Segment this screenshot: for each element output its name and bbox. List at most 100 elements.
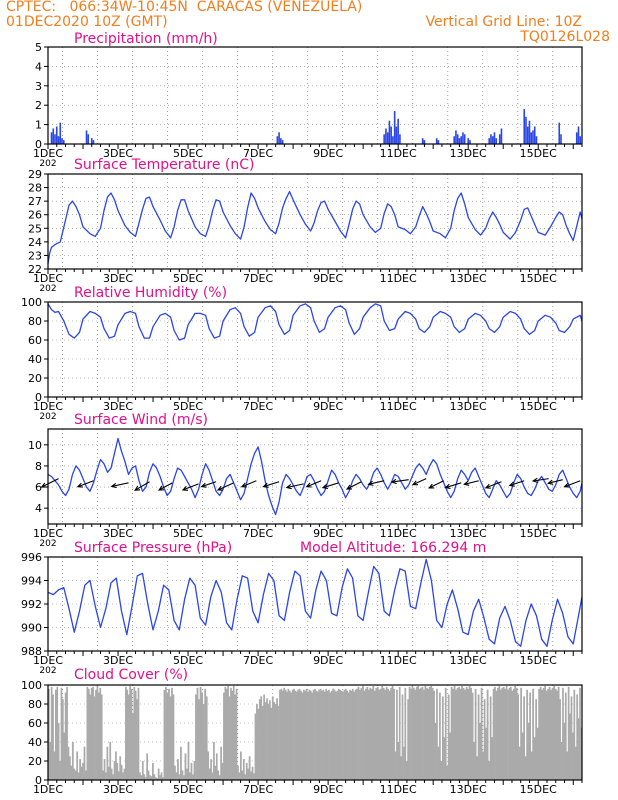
wind-vector <box>306 480 322 488</box>
precip-bar <box>532 130 534 144</box>
precip-bar <box>276 136 279 144</box>
cloud-bar <box>532 688 535 780</box>
wind-vector <box>368 480 385 485</box>
cloud-bar <box>307 691 309 780</box>
cloud-bar <box>146 753 148 780</box>
cloud-bar <box>85 770 87 780</box>
x-tick-label: 5DEC <box>173 783 203 796</box>
cloud-bar <box>232 685 235 780</box>
cloud-bar <box>492 688 495 780</box>
cloud-bar <box>143 774 146 780</box>
precip-bar <box>467 138 469 144</box>
cloud-bar <box>577 718 580 780</box>
precip-bar <box>393 111 396 144</box>
cloud-bar <box>195 694 197 780</box>
cloud-bar <box>220 746 222 780</box>
cloud-bar <box>291 689 294 780</box>
precip-bar <box>493 132 496 144</box>
y-tick-label: 40 <box>28 353 42 366</box>
cloud-bar <box>293 688 295 780</box>
cloud-bar <box>210 759 212 780</box>
cloud-bar <box>204 688 207 780</box>
wind-arrowhead <box>110 482 117 489</box>
cloud-bar <box>172 694 175 780</box>
cloud-bar <box>453 685 456 780</box>
cloud-bar <box>129 685 131 780</box>
wind-vector <box>134 481 150 491</box>
cloud-bar <box>576 694 579 780</box>
year-stub: 202 <box>39 539 56 549</box>
cloud-bar <box>241 770 244 780</box>
y-tick-label: 20 <box>28 755 42 768</box>
wind-arrowhead <box>305 482 312 488</box>
cloud-bar <box>196 687 199 780</box>
cloud-bar <box>491 737 494 780</box>
cloud-bar <box>89 694 92 780</box>
cloud-bar <box>211 772 214 780</box>
cloud-bar <box>175 772 178 780</box>
cloud-bar <box>267 704 270 780</box>
cloud-bar <box>79 759 81 780</box>
y-tick-label: 80 <box>28 315 42 328</box>
y-tick-label: 26 <box>28 209 42 222</box>
cloud-bar <box>417 685 420 780</box>
cloud-bar <box>340 690 343 780</box>
cloud-bar <box>567 686 570 780</box>
cloud-bar <box>507 689 509 780</box>
cloud-panel: 0 20 40 60 80 100 1DEC 3DEC 5DEC 7DEC 9DEC 11DEC 13D… <box>21 667 583 796</box>
wind-arrowhead <box>345 484 353 490</box>
precip-bar <box>85 130 88 144</box>
cloud-bar <box>366 686 369 780</box>
cloud-bar <box>541 689 544 780</box>
x-tick-label: 13DEC <box>450 527 487 540</box>
plot-frame <box>47 428 583 525</box>
x-tick-label: 9DEC <box>313 147 343 160</box>
cloud-bar <box>287 688 290 780</box>
cloud-bar <box>330 690 333 780</box>
year-stub: 202 <box>39 412 56 422</box>
wind-vector <box>217 482 234 491</box>
cloud-bar <box>189 772 191 780</box>
precip-bar <box>523 109 526 144</box>
cloud-bar <box>545 690 548 780</box>
cloud-bar <box>346 690 349 780</box>
cloud-bar <box>153 774 156 780</box>
cloud-bar <box>244 774 247 780</box>
cloud-bar <box>218 775 221 780</box>
cloud-bar <box>343 689 346 780</box>
cloud-bar <box>336 690 339 780</box>
cloud-bar <box>535 699 538 780</box>
grid-line-note: Vertical Grid Line: 10Z <box>425 14 582 30</box>
y-tick-label: 40 <box>28 736 42 749</box>
x-tick-label: 15DEC <box>520 654 557 667</box>
cloud-bar <box>171 687 173 780</box>
cloud-bar <box>297 689 300 780</box>
cloud-bar <box>64 692 67 780</box>
cloud-bar <box>550 689 553 780</box>
cloud-bar <box>93 696 96 780</box>
x-tick-label: 13DEC <box>450 654 487 667</box>
cloud-bar <box>428 686 431 780</box>
wind-arrowhead <box>390 478 397 485</box>
wind-vector <box>429 480 444 489</box>
cloud-bar <box>439 692 441 780</box>
cloud-bar <box>396 689 398 780</box>
precip-bar <box>488 138 491 144</box>
cloud-bar <box>106 746 109 780</box>
precip-bar <box>558 122 561 144</box>
cloud-bar <box>70 765 73 780</box>
cloud-bar <box>557 686 560 780</box>
cloud-bar <box>539 686 542 780</box>
cloud-bar <box>373 690 376 780</box>
cloud-bar <box>304 690 307 780</box>
y-tick-label: 994 <box>21 575 42 588</box>
wind-vector <box>241 480 257 488</box>
cloud-bar <box>501 687 504 780</box>
cloud-bar <box>294 690 297 780</box>
cloud-bar <box>473 742 475 780</box>
cloud-bar <box>515 687 518 780</box>
precip-bar <box>57 136 60 144</box>
cloud-bar <box>462 687 465 780</box>
cloud-bar <box>225 688 228 780</box>
x-tick-label: 15DEC <box>520 400 557 413</box>
